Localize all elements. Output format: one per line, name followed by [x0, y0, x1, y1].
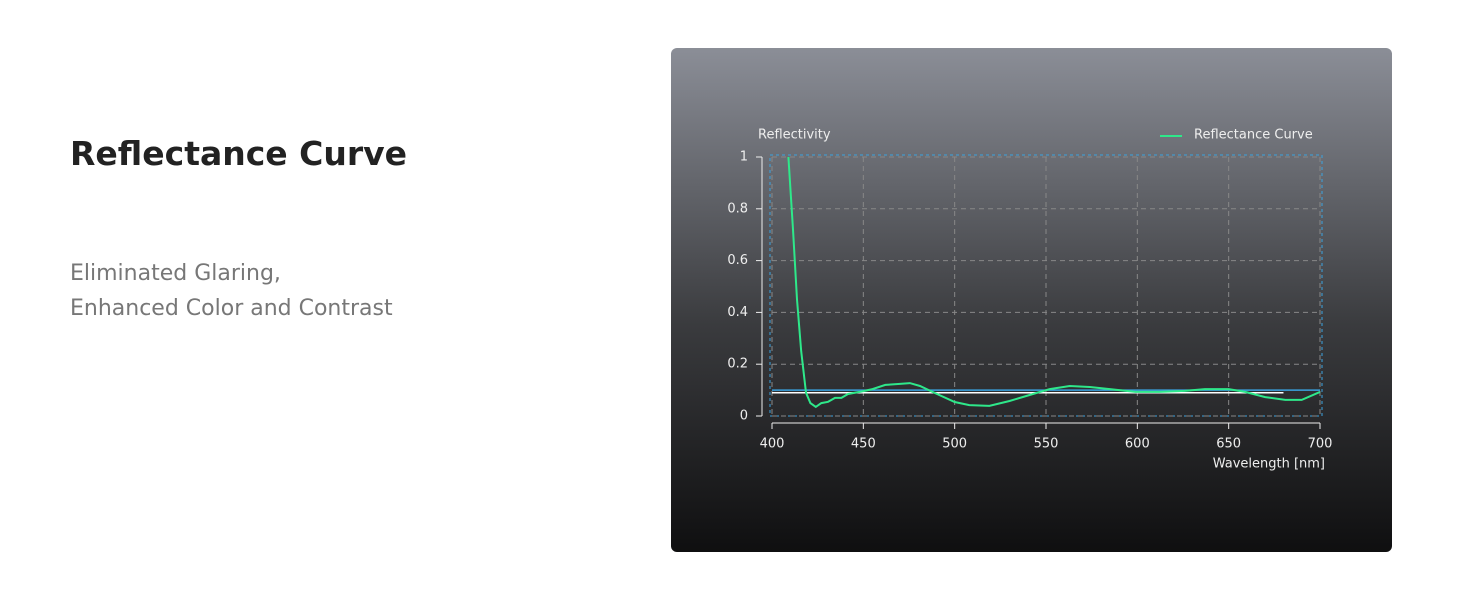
x-tick-label: 650 — [1216, 437, 1241, 452]
y-tick-label: 0.6 — [727, 253, 748, 268]
legend-label: Reflectance Curve — [1194, 128, 1313, 143]
description-line: Eliminated Glaring, — [70, 261, 281, 286]
x-tick-label: 700 — [1308, 437, 1333, 452]
y-axis-title: Reflectivity — [758, 128, 831, 143]
heading: Reflectance Curve — [70, 134, 408, 173]
y-tick-label: 0.4 — [727, 305, 748, 320]
y-tick-label: 0.8 — [727, 201, 748, 216]
description: Eliminated Glaring, Enhanced Color and C… — [70, 256, 393, 326]
x-tick-label: 500 — [942, 437, 967, 452]
y-tick-label: 1 — [740, 150, 748, 165]
chart-card — [671, 48, 1392, 552]
line — [787, 156, 1321, 409]
x-axis-title: Wavelength [nm] — [1213, 457, 1325, 472]
x-tick-label: 400 — [760, 437, 785, 452]
x-tick-label: 600 — [1125, 437, 1150, 452]
x-tick-label: 450 — [851, 437, 876, 452]
x-tick-label: 550 — [1034, 437, 1059, 452]
y-tick-label: 0 — [740, 409, 748, 424]
description-line: Enhanced Color and Contrast — [70, 296, 393, 321]
y-tick-label: 0.2 — [727, 357, 748, 372]
